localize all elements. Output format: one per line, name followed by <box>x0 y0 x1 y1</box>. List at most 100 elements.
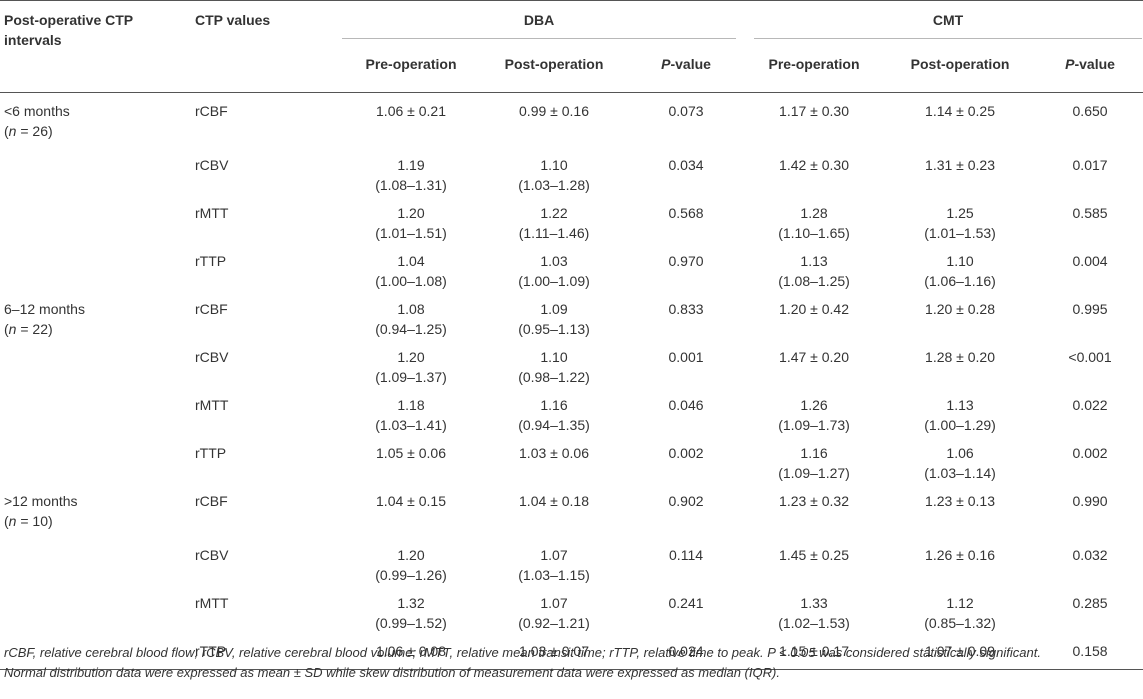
interval-label: <6 months <box>4 103 70 119</box>
dba-p-value: 0.241 <box>668 595 704 611</box>
header-interval: Post-operative CTP intervals <box>0 0 191 92</box>
dba-post-cell: 1.04 ± 0.18 <box>481 483 627 537</box>
dba-pre-value: 1.20 <box>397 349 425 365</box>
param-cell: rTTP <box>195 445 227 461</box>
cmt-pre-cell: 1.15 ± 0.17 <box>745 633 884 670</box>
dba-pre-range: (0.94–1.25) <box>375 321 447 337</box>
n-prefix: ( <box>4 513 9 529</box>
header-group-cmt: CMT <box>745 0 1143 40</box>
cmt-post-value: 1.28 ± 0.20 <box>925 349 996 365</box>
dba-pre-range: (1.09–1.37) <box>375 369 447 385</box>
dba-pre-value: 1.20 <box>397 205 425 221</box>
interval-cell <box>0 387 191 435</box>
dba-pre-cell: 1.06 ± 0.08 <box>341 633 481 670</box>
cmt-post-range: (0.85–1.32) <box>924 615 996 631</box>
dba-post-value: 1.22 <box>540 205 568 221</box>
dba-pre-cell: 1.18 (1.03–1.41) <box>341 387 481 435</box>
param-cell: rMTT <box>195 205 229 221</box>
dba-pre-cell: 1.04 ± 0.15 <box>341 483 481 537</box>
cmt-p-value: 0.650 <box>1072 103 1108 119</box>
dba-p-cell: 0.241 <box>627 585 745 633</box>
cmt-pre-value: 1.20 ± 0.42 <box>779 301 850 317</box>
param-cell: rMTT <box>195 397 229 413</box>
cmt-post-cell: 1.12 (0.85–1.32) <box>883 585 1037 633</box>
dba-pre-cell: 1.19 (1.08–1.31) <box>341 147 481 195</box>
table-row: rCBV 1.19 (1.08–1.31) 1.10 (1.03–1.28) 0.034 1… <box>0 147 1143 195</box>
cmt-pre-cell: 1.26 (1.09–1.73) <box>745 387 883 435</box>
dba-post-range: (0.92–1.21) <box>518 615 590 631</box>
dba-p-cell: 0.833 <box>627 291 745 339</box>
n-variable: n <box>8 123 17 139</box>
param-cell: rCBV <box>195 157 229 173</box>
cmt-p-cell: 0.004 <box>1037 243 1143 291</box>
dba-p-value: 0.902 <box>668 493 704 509</box>
dba-pre-value: 1.04 <box>397 253 425 269</box>
dba-post-value: 1.10 <box>540 349 568 365</box>
dba-pre-value: 1.32 <box>397 595 425 611</box>
cmt-p-cell: 0.995 <box>1037 291 1143 339</box>
cmt-post-value: 1.25 <box>946 205 974 221</box>
cmt-pre-cell: 1.23 ± 0.32 <box>745 483 883 537</box>
dba-post-cell: 1.07 (0.92–1.21) <box>481 585 627 633</box>
interval-label: 6–12 months <box>4 301 85 317</box>
param-cell: rCBF <box>195 103 228 119</box>
header-group-dba: DBA <box>341 0 746 40</box>
dba-p-cell: 0.034 <box>627 147 745 195</box>
cmt-p-cell: <0.001 <box>1037 339 1143 387</box>
header-cmt-post: Post-operation <box>910 56 1010 72</box>
dba-post-cell: 1.10 (1.03–1.28) <box>481 147 627 195</box>
table-row: rTTP 1.06 ± 0.08 1.03 ± 0.07 0.024 1.15 ± 0.… <box>0 633 1143 670</box>
dba-p-value: 0.001 <box>668 349 704 365</box>
cmt-pre-cell: 1.13 (1.08–1.25) <box>745 243 883 291</box>
interval-cell <box>0 339 191 387</box>
cmt-post-value: 1.23 ± 0.13 <box>925 493 996 509</box>
n-value: = 26) <box>16 123 53 139</box>
cmt-post-cell: 1.20 ± 0.28 <box>883 291 1037 339</box>
dba-post-range: (1.00–1.09) <box>518 273 590 289</box>
param-cell: rCBV <box>195 349 229 365</box>
dba-pre-value: 1.05 ± 0.06 <box>376 445 446 461</box>
dba-p-value: 0.073 <box>668 103 704 119</box>
dba-pre-value: 1.19 <box>397 157 425 173</box>
dba-p-value: 0.046 <box>668 397 704 413</box>
dba-pre-value: 1.20 <box>397 547 425 563</box>
dba-pre-cell: 1.05 ± 0.06 <box>341 435 481 483</box>
dba-pre-range: (1.00–1.08) <box>375 273 447 289</box>
dba-post-cell: 0.99 ± 0.16 <box>481 93 627 148</box>
header-cmt-pre: Pre-operation <box>768 56 860 72</box>
interval-cell <box>0 435 191 483</box>
cmt-post-cell: 1.31 ± 0.23 <box>883 147 1037 195</box>
n-variable: n <box>8 321 17 337</box>
dba-post-cell: 1.22 (1.11–1.46) <box>481 195 627 243</box>
cmt-pre-range: (1.10–1.65) <box>778 225 850 241</box>
cmt-p-cell: 0.017 <box>1037 147 1143 195</box>
cmt-post-cell: 1.10 (1.06–1.16) <box>883 243 1037 291</box>
header-dba-post: Post-operation <box>504 56 604 72</box>
dba-pre-value: 1.08 <box>397 301 425 317</box>
cmt-post-value: 1.07 ± 0.09 <box>925 643 996 659</box>
dba-pre-cell: 1.32 (0.99–1.52) <box>341 585 481 633</box>
dba-pre-cell: 1.20 (1.09–1.37) <box>341 339 481 387</box>
cmt-post-value: 1.20 ± 0.28 <box>925 301 996 317</box>
interval-cell <box>0 147 191 195</box>
interval-cell: 6–12 months (n = 22) <box>0 291 191 339</box>
dba-post-value: 1.10 <box>540 157 568 173</box>
dba-post-value: 1.04 ± 0.18 <box>519 493 589 509</box>
dba-post-value: 0.99 ± 0.16 <box>519 103 589 119</box>
cmt-p-value: 0.990 <box>1072 493 1108 509</box>
cmt-pre-value: 1.28 <box>800 205 828 221</box>
n-value: = 10) <box>16 513 53 529</box>
cmt-p-value: 0.017 <box>1072 157 1108 173</box>
cmt-p-value: 0.022 <box>1072 397 1108 413</box>
dba-post-cell: 1.16 (0.94–1.35) <box>481 387 627 435</box>
dba-pre-value: 1.18 <box>397 397 425 413</box>
dba-post-range: (1.03–1.15) <box>518 567 590 583</box>
cmt-p-value: 0.585 <box>1072 205 1108 221</box>
dba-pre-value: 1.06 ± 0.21 <box>376 103 446 119</box>
dba-pre-cell: 1.04 (1.00–1.08) <box>341 243 481 291</box>
dba-post-value: 1.09 <box>540 301 568 317</box>
dba-post-cell: 1.03 ± 0.07 <box>481 633 627 670</box>
cmt-pre-cell: 1.45 ± 0.25 <box>745 537 883 585</box>
cmt-pre-value: 1.45 ± 0.25 <box>779 547 850 563</box>
